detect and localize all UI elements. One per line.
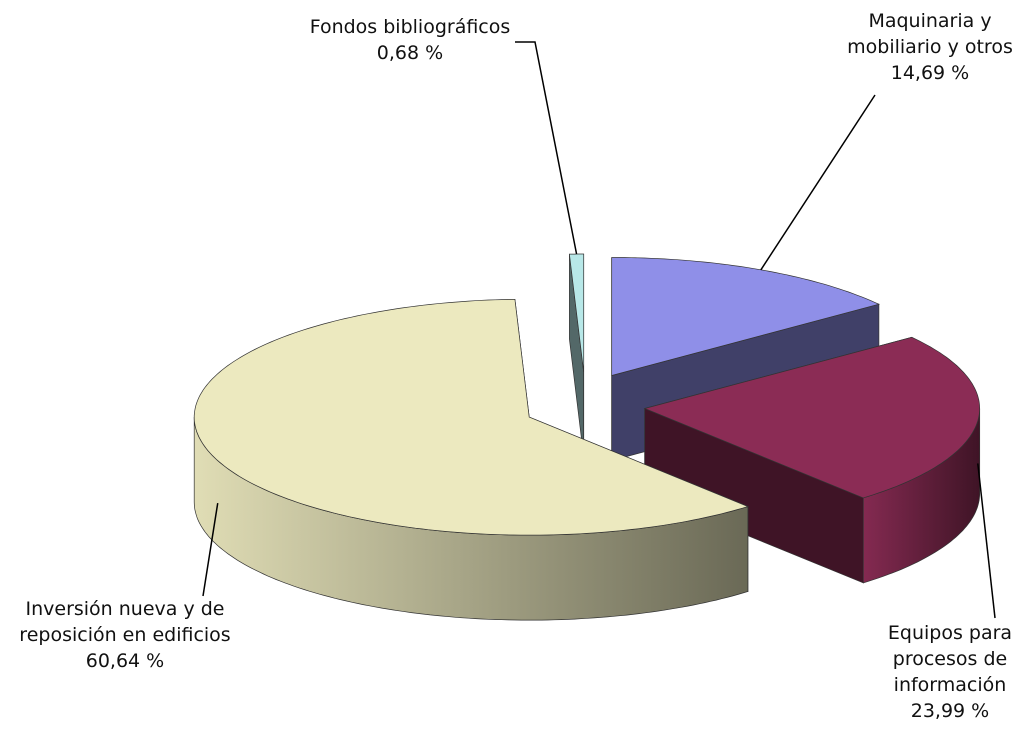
slice: [193, 298, 749, 621]
slice: [569, 253, 585, 373]
leader-line: [977, 463, 996, 619]
slice: [569, 253, 585, 458]
slice: [643, 336, 981, 499]
slice-label: Maquinaria y mobiliario y otros 14,69 %: [830, 8, 1030, 86]
leader-line: [760, 94, 876, 271]
leader-line: [515, 41, 578, 255]
value-label: 0,68 %: [376, 42, 444, 64]
category-label: Inversión nueva y de reposición en edifi…: [19, 598, 231, 646]
leader-line: [202, 502, 219, 597]
value-label: 23,99 %: [910, 700, 990, 722]
slice-label: Equipos para procesos de información 23,9…: [870, 620, 1030, 724]
slice-label: Inversión nueva y de reposición en edifi…: [0, 596, 250, 674]
value-label: 14,69 %: [890, 62, 970, 84]
category-label: Fondos bibliográficos: [309, 16, 511, 38]
value-label: 60,64 %: [85, 650, 165, 672]
slice: [193, 298, 749, 536]
category-label: Equipos para procesos de información: [887, 622, 1013, 696]
slice: [611, 257, 880, 376]
category-label: Maquinaria y mobiliario y otros: [847, 10, 1013, 58]
slice-label: Fondos bibliográficos 0,68 %: [270, 14, 550, 66]
